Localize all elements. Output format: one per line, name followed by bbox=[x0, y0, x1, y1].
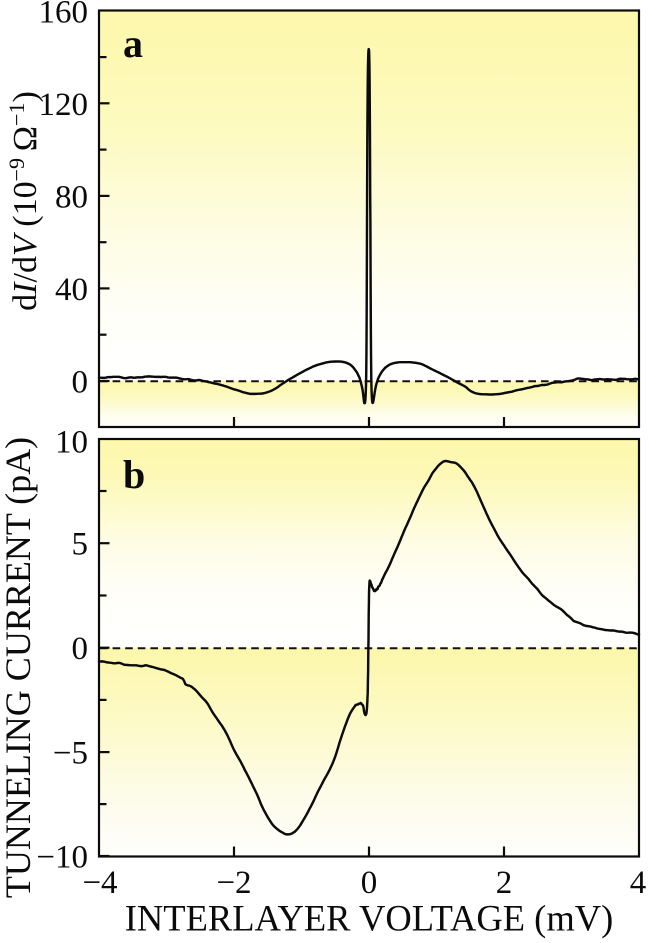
svg-text:40: 40 bbox=[55, 272, 88, 308]
svg-text:160: 160 bbox=[39, 0, 89, 31]
svg-text:a: a bbox=[123, 21, 143, 66]
svg-text:−4: −4 bbox=[82, 865, 117, 901]
svg-text:0: 0 bbox=[72, 631, 89, 667]
svg-text:120: 120 bbox=[39, 87, 89, 123]
svg-text:0: 0 bbox=[72, 365, 89, 401]
svg-text:4: 4 bbox=[630, 865, 647, 901]
svg-text:0: 0 bbox=[361, 865, 378, 901]
svg-text:10: 10 bbox=[55, 425, 88, 461]
svg-text:5: 5 bbox=[72, 527, 89, 563]
svg-text:INTERLAYER VOLTAGE (mV): INTERLAYER VOLTAGE (mV) bbox=[125, 898, 613, 939]
svg-text:80: 80 bbox=[55, 179, 88, 215]
svg-text:TUNNELING CURRENT (pA): TUNNELING CURRENT (pA) bbox=[0, 437, 38, 898]
svg-text:b: b bbox=[123, 452, 145, 497]
svg-text:2: 2 bbox=[496, 865, 513, 901]
svg-text:−2: −2 bbox=[216, 865, 251, 901]
svg-text:−10: −10 bbox=[36, 840, 88, 876]
svg-text:dI/dV (10−9 Ω−1): dI/dV (10−9 Ω−1) bbox=[4, 91, 44, 311]
svg-text:−5: −5 bbox=[53, 736, 88, 772]
